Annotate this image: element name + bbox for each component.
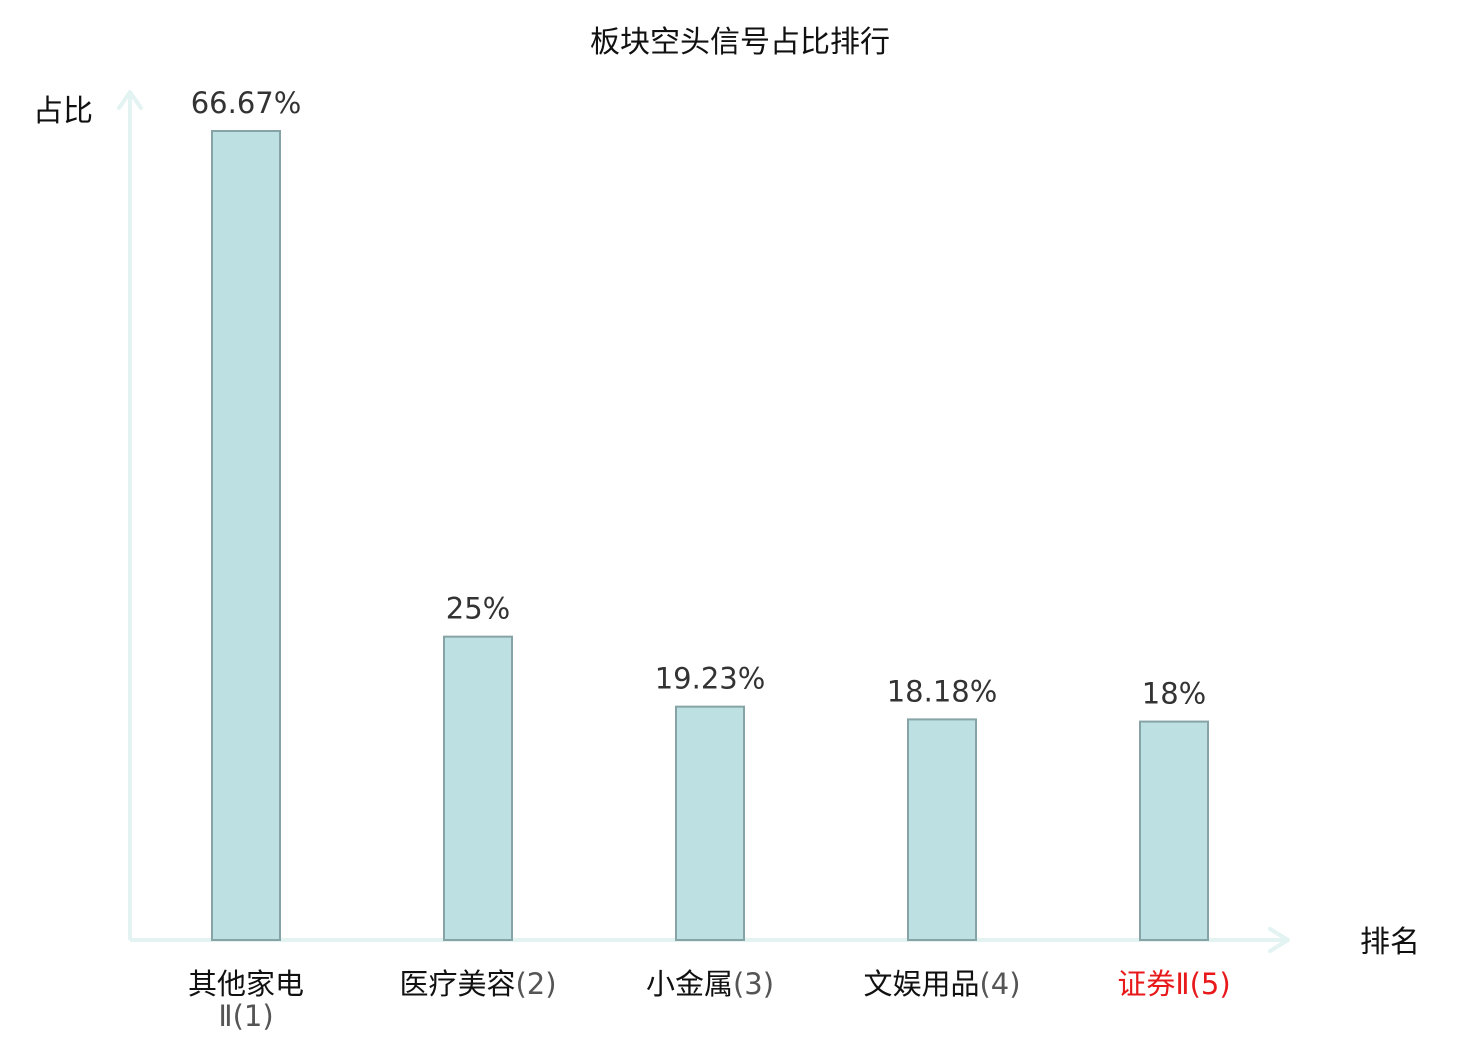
tick-label-2: 医疗美容(2) [399, 967, 556, 1001]
data-label-5: 18% [1142, 677, 1206, 711]
bar-5 [1139, 720, 1209, 942]
data-label-2: 25% [446, 592, 510, 626]
tick-label-1: 其他家电 Ⅱ(1) [188, 967, 304, 1033]
x-axis-arrow-icon [1268, 927, 1290, 953]
bar-2 [443, 635, 513, 942]
data-label-1: 66.67% [191, 86, 302, 120]
chart-title: 板块空头信号占比排行 [590, 25, 890, 60]
data-label-4: 18.18% [887, 674, 998, 708]
bars-layer [211, 130, 1209, 942]
x-axis-label: 排名 [1360, 925, 1420, 960]
ticks-layer: 其他家电 Ⅱ(1) 医疗美容(2) 小金属(3) 文娱用品(4) 证券Ⅱ(5) [188, 967, 1231, 1033]
y-axis-arrow-icon [117, 90, 143, 110]
bar-3 [675, 705, 745, 942]
tick-label-4: 文娱用品(4) [863, 967, 1020, 1001]
labels-layer: 66.67% 25% 19.23% 18.18% 18% [191, 86, 1207, 711]
y-axis-label: 占比 [33, 94, 93, 129]
tick-label-5: 证券Ⅱ(5) [1117, 967, 1230, 1001]
bar-4 [907, 718, 977, 941]
tick-label-3: 小金属(3) [646, 967, 774, 1001]
bar-1 [211, 130, 281, 941]
data-label-3: 19.23% [655, 662, 766, 696]
